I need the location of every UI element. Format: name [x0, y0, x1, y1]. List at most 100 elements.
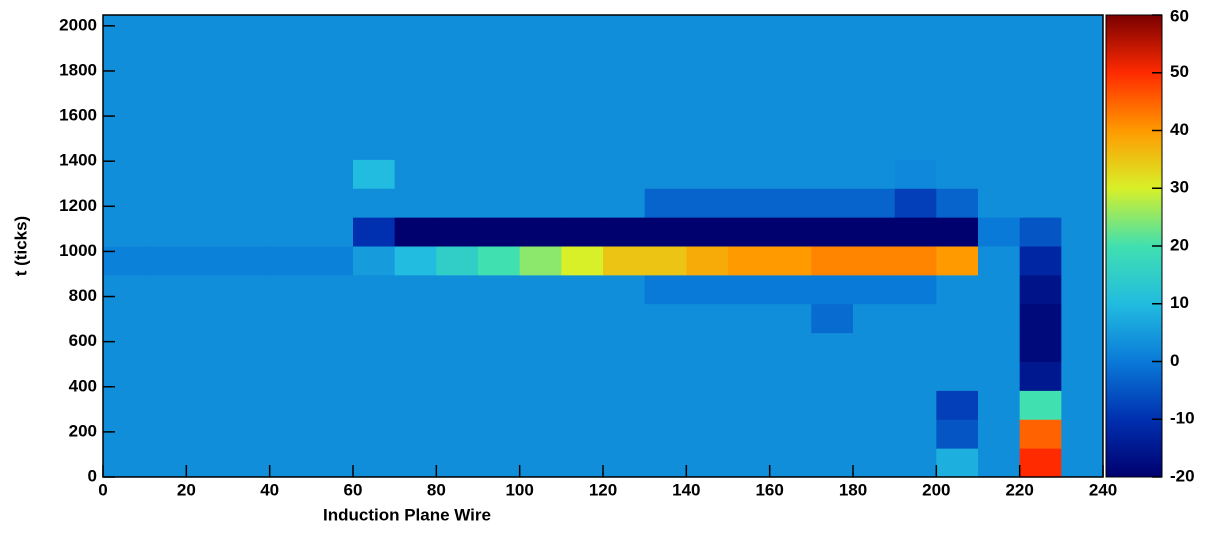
heat-cell [644, 43, 687, 74]
heat-cell [603, 419, 646, 449]
heat-cell [1019, 332, 1062, 362]
y-tick-label: 1800 [59, 60, 97, 79]
heat-cell [728, 101, 771, 131]
heat-cell [894, 15, 937, 45]
heat-cell [728, 159, 771, 189]
heat-cell [686, 43, 729, 74]
heat-cell [394, 448, 437, 478]
heat-cell [103, 419, 146, 449]
heat-cell [436, 72, 479, 103]
heat-cell [811, 332, 854, 362]
heat-cell [353, 159, 396, 189]
heat-cell [394, 130, 437, 160]
heat-cell [686, 217, 729, 247]
heat-cell [561, 390, 604, 420]
color-bar-label: 40 [1170, 120, 1189, 139]
heat-cell [394, 72, 437, 103]
heat-cell [228, 159, 271, 189]
heat-cell [519, 43, 562, 74]
heat-cell [311, 448, 354, 478]
heat-cell [186, 390, 229, 420]
heat-cell [894, 274, 937, 305]
heat-cell [1019, 159, 1062, 189]
heat-cell [436, 101, 479, 131]
color-bar-label: -20 [1170, 466, 1195, 485]
heat-cell [269, 361, 312, 391]
x-tick-label: 140 [672, 480, 700, 499]
heat-cell [519, 101, 562, 131]
heat-cell [1019, 15, 1062, 45]
y-tick-label: 2000 [59, 15, 97, 34]
heat-cell [353, 15, 396, 45]
heat-cell [978, 72, 1021, 103]
heat-cell [311, 159, 354, 189]
heat-cell [769, 274, 812, 305]
heat-cell [644, 101, 687, 131]
heat-cell [269, 419, 312, 449]
heat-cell [269, 303, 312, 334]
heat-cell [1061, 159, 1104, 189]
heat-cell [728, 43, 771, 74]
heat-cell [853, 448, 896, 478]
heat-cell [811, 72, 854, 103]
heat-cell [853, 72, 896, 103]
heat-cell [144, 188, 187, 218]
heat-cell [478, 72, 521, 103]
heat-cell [186, 448, 229, 478]
heat-cell [269, 246, 312, 276]
heat-cell [644, 217, 687, 247]
heat-cell [394, 390, 437, 420]
heat-cell [728, 15, 771, 45]
heat-cell [394, 159, 437, 189]
heat-cell [644, 390, 687, 420]
heat-cell [269, 159, 312, 189]
y-tick-label: 1000 [59, 241, 97, 260]
heat-cell [269, 332, 312, 362]
color-bar-label: 0 [1170, 351, 1179, 370]
heat-cell [228, 188, 271, 218]
heat-cell [144, 43, 187, 74]
heat-cell [728, 217, 771, 247]
heat-cell [1061, 274, 1104, 305]
heat-cell [1019, 274, 1062, 305]
heat-cell [103, 217, 146, 247]
heat-cell [436, 15, 479, 45]
heat-cell [1061, 332, 1104, 362]
heat-cell [561, 159, 604, 189]
heat-cell [603, 217, 646, 247]
heat-cell [478, 419, 521, 449]
heat-cell [478, 274, 521, 305]
heat-cell [311, 390, 354, 420]
heat-cell [936, 448, 979, 478]
heat-cell [144, 419, 187, 449]
heat-cell [644, 159, 687, 189]
heat-cell [603, 15, 646, 45]
heat-cell [936, 390, 979, 420]
heat-cell [894, 246, 937, 276]
heat-cell [144, 390, 187, 420]
heat-cell [936, 159, 979, 189]
heat-cell [561, 72, 604, 103]
heat-cell [103, 130, 146, 160]
heat-cell [853, 274, 896, 305]
heat-cell [478, 15, 521, 45]
heat-cell [436, 188, 479, 218]
heat-cell [1019, 217, 1062, 247]
heat-cell [769, 448, 812, 478]
heat-cell [644, 274, 687, 305]
heat-cell [811, 217, 854, 247]
color-bar-label: 30 [1170, 178, 1189, 197]
heat-cell [103, 15, 146, 45]
heat-cell [853, 15, 896, 45]
heat-cell [478, 43, 521, 74]
heat-cell [394, 217, 437, 247]
heat-cell [519, 188, 562, 218]
heat-cell [394, 43, 437, 74]
heat-cell [103, 361, 146, 391]
heat-cell [311, 332, 354, 362]
x-tick-label: 0 [98, 480, 107, 499]
heat-cell [603, 361, 646, 391]
heat-cell [561, 101, 604, 131]
heat-cell [769, 390, 812, 420]
heat-cell [728, 448, 771, 478]
